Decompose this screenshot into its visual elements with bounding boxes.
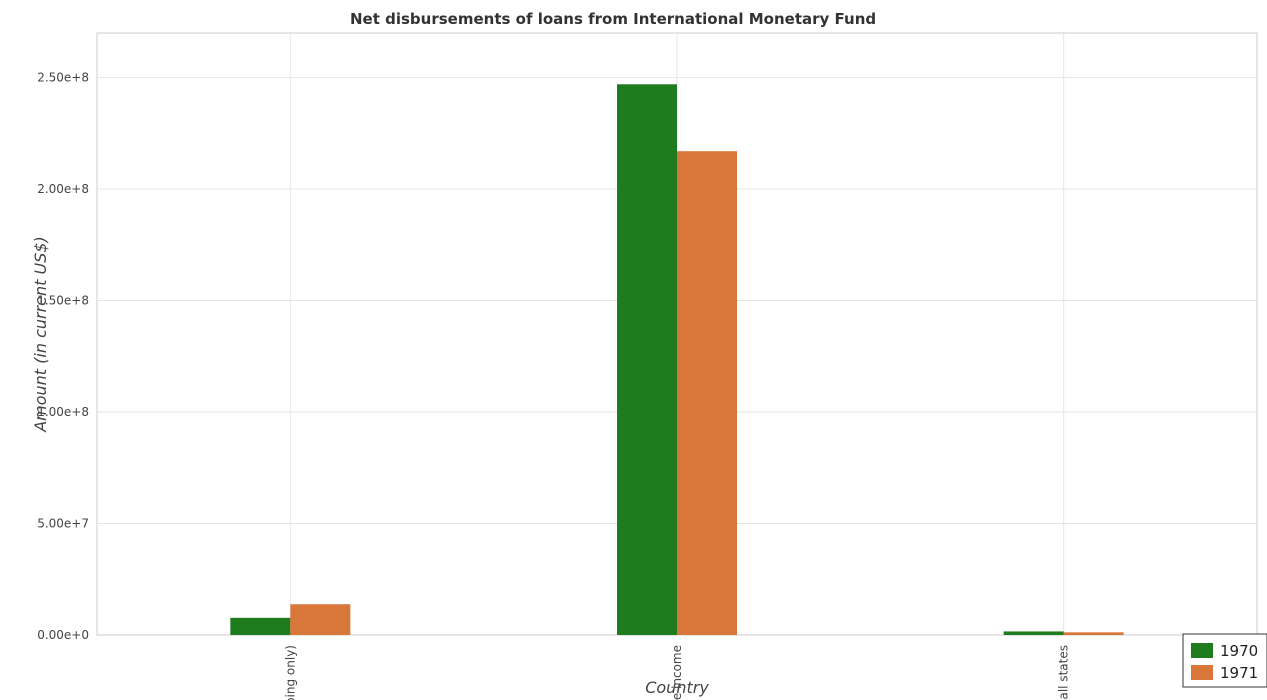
bar-1970 [617,84,677,635]
bar-1970 [230,617,291,635]
y-axis-title: Amount (in current US$) [31,236,50,433]
bar-1971 [290,604,351,635]
x-tick-label: Other small states [1057,645,1071,700]
y-tick-label: 0.00e+0 [37,628,89,642]
y-tick-label: 2.50e+8 [37,71,89,85]
x-tick-label: Middle East & North Africa (developing o… [283,645,297,700]
y-tick-label: 1.00e+8 [37,405,89,419]
y-tick-label: 2.00e+8 [37,182,89,196]
bars [230,84,1124,636]
y-tick-label: 5.00e+7 [37,517,89,531]
x-axis-title: Country [645,678,709,697]
legend-swatch [1191,665,1213,680]
bar-1970 [1003,631,1064,635]
y-axis-ticks: 0.00e+0 5.00e+7 1.00e+8 1.50e+8 2.00e+8 2.50e… [37,71,89,642]
bar-1971 [677,151,737,636]
bar-1971 [1063,632,1124,635]
legend-swatch [1191,643,1213,658]
y-tick-label: 1.50e+8 [37,294,89,308]
legend: 1970 1971 [1182,633,1267,688]
legend-label: 1970 [1220,642,1258,660]
chart-title: Net disbursements of loans from Internat… [350,10,876,28]
legend-label: 1971 [1220,664,1258,682]
x-tick-label: Middle income [670,645,684,700]
x-axis-ticks: Middle East & North Africa (developing o… [283,645,1070,700]
